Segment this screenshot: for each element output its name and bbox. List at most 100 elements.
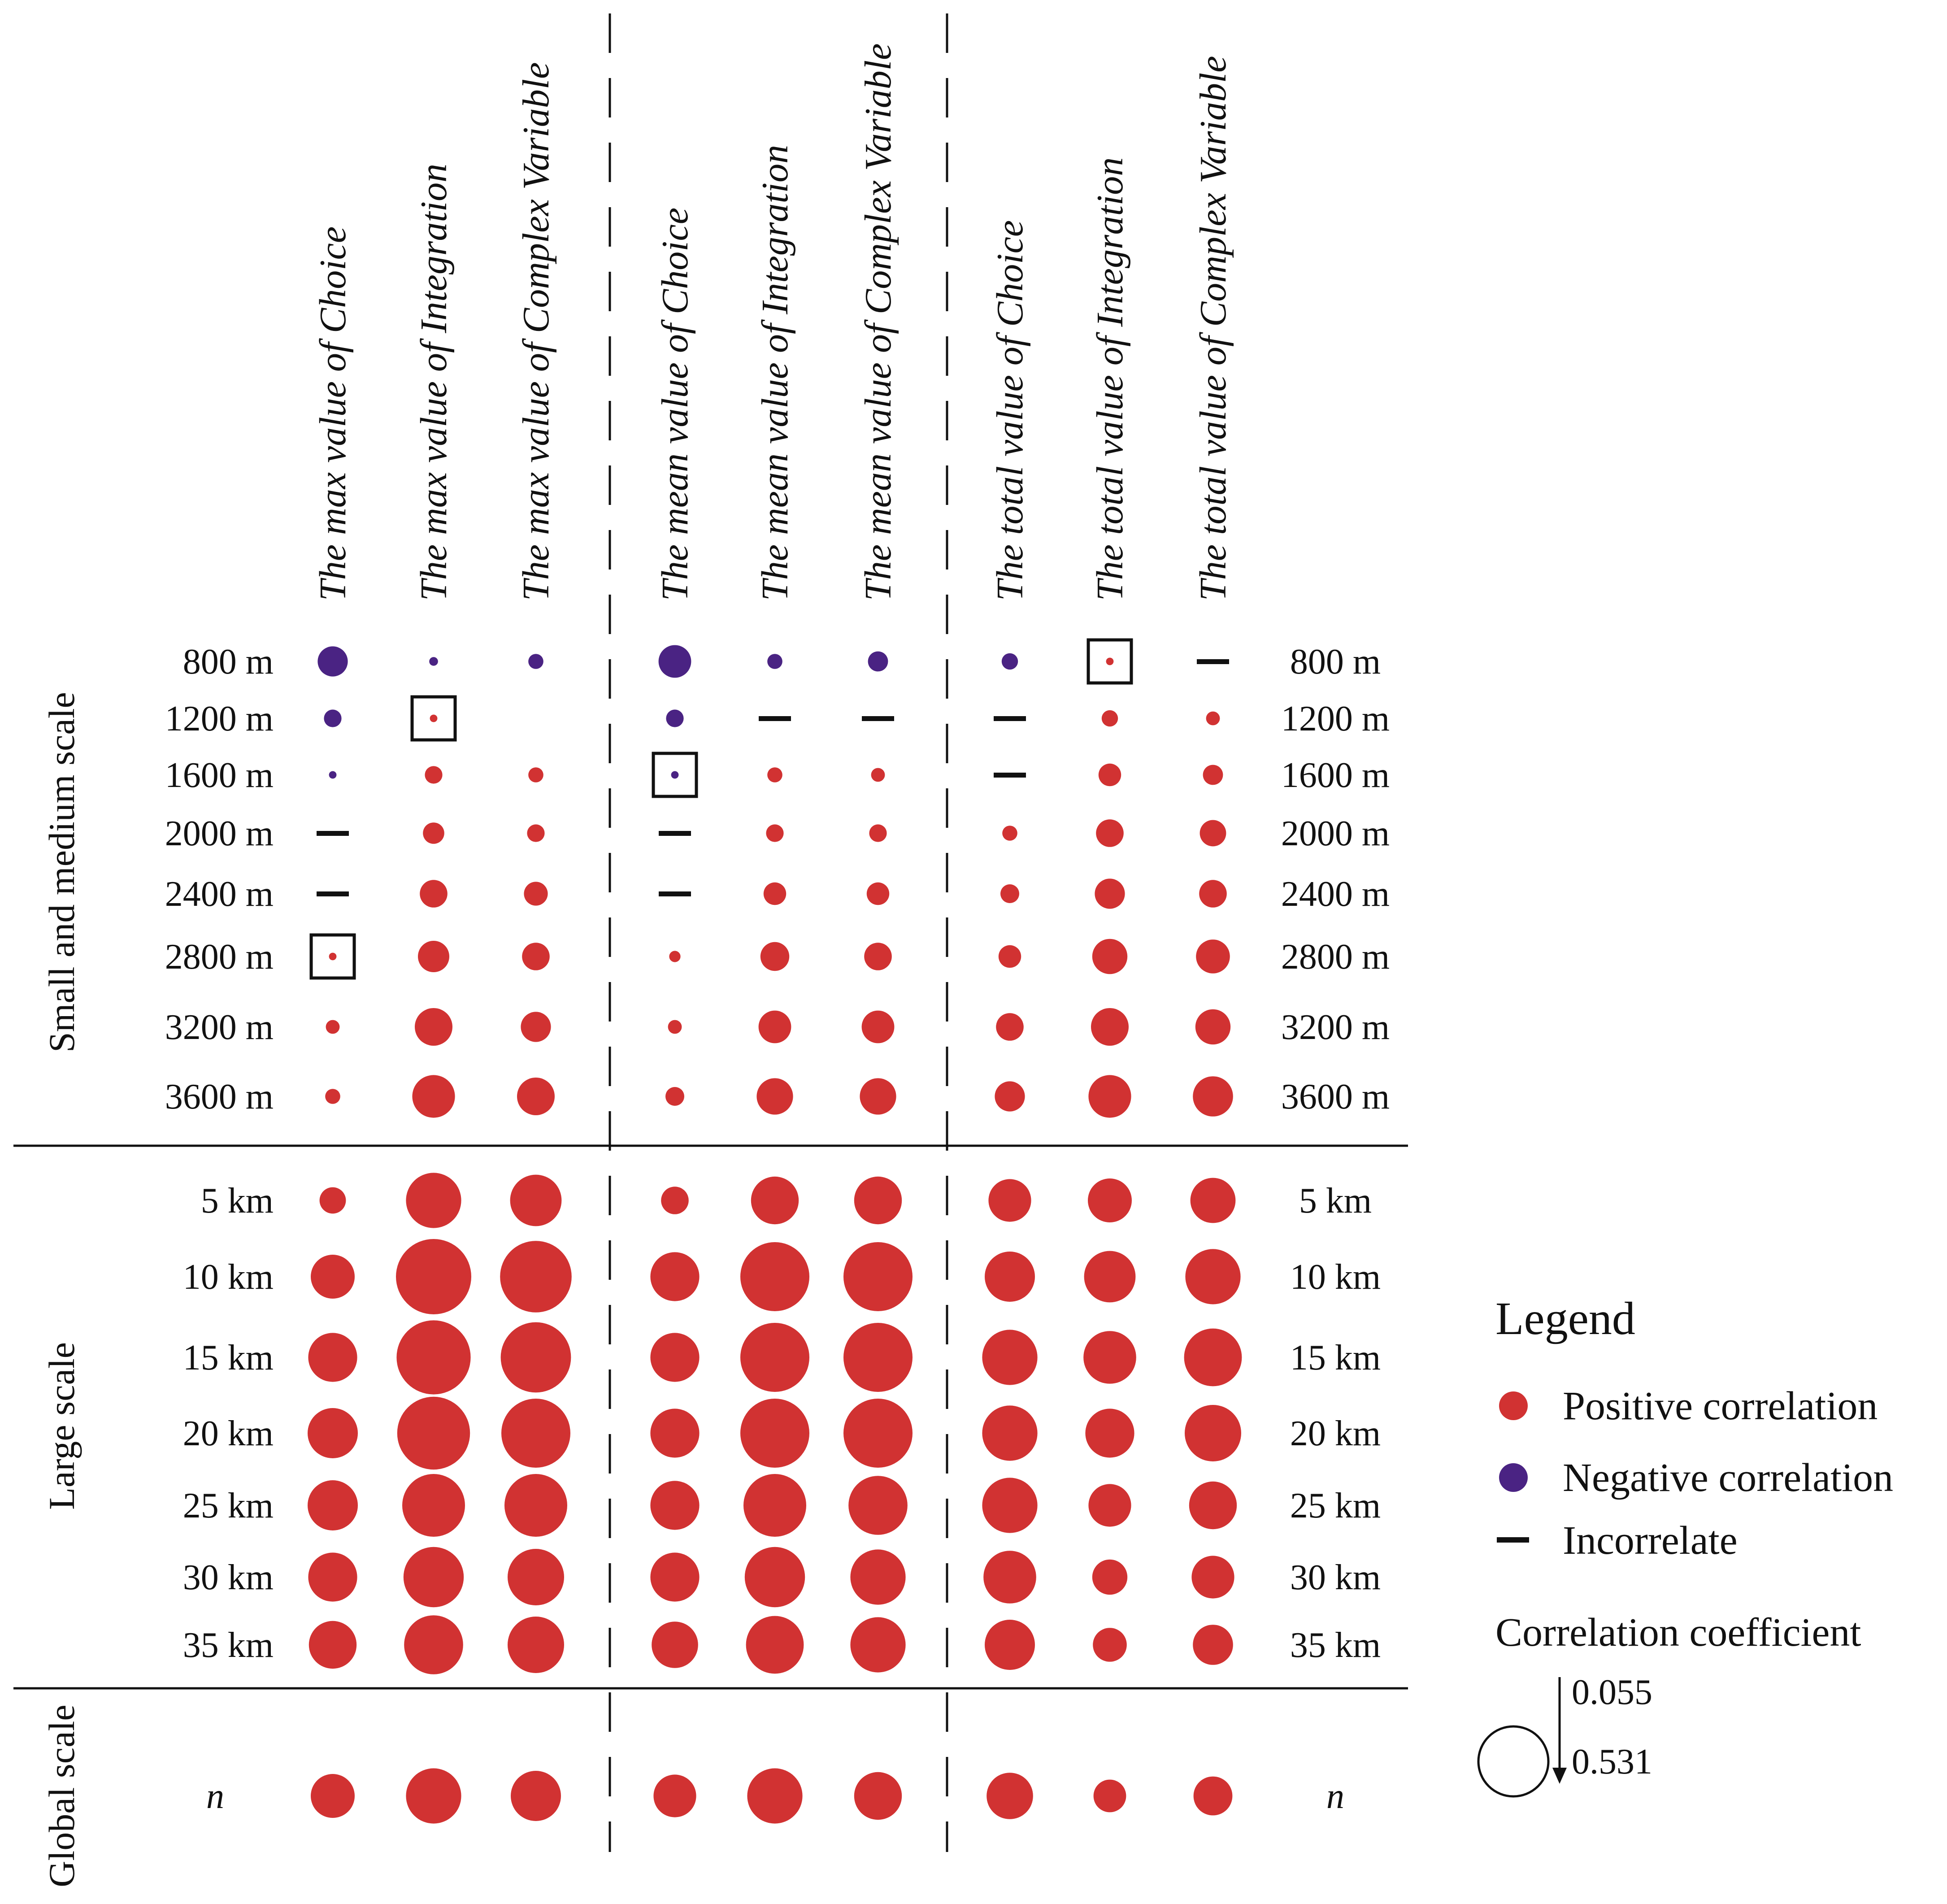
cell-30-km-col7-positive-bubble bbox=[983, 1551, 1036, 1604]
cell-10-km-col2-positive-bubble bbox=[396, 1239, 471, 1314]
cell-2000-m-col6-positive-bubble bbox=[869, 824, 887, 842]
cell-3600-m-col2-positive-bubble bbox=[412, 1075, 455, 1118]
cell-n-col8-positive-bubble bbox=[1093, 1779, 1126, 1813]
cell-35-km-col8-positive-bubble bbox=[1093, 1628, 1127, 1662]
row-label-right-15-km: 15 km bbox=[1290, 1338, 1381, 1378]
cell-1200-m-col7-incorrelate-dash bbox=[994, 716, 1026, 721]
cell-800-m-col4-negative-bubble bbox=[658, 645, 691, 678]
cell-30-km-col9-positive-bubble bbox=[1191, 1556, 1234, 1599]
cell-5-km-col3-positive-bubble bbox=[510, 1174, 562, 1226]
cell-30-km-col8-positive-bubble bbox=[1092, 1559, 1128, 1595]
row-label-right-20-km: 20 km bbox=[1290, 1414, 1381, 1453]
cell-10-km-col5-positive-bubble bbox=[740, 1242, 809, 1311]
cell-3600-m-col7-positive-bubble bbox=[995, 1081, 1025, 1112]
legend-incorrelate-label: Incorrelate bbox=[1563, 1518, 1738, 1563]
row-label-right-n: n bbox=[1326, 1777, 1344, 1816]
cell-5-km-col4-positive-bubble bbox=[661, 1187, 689, 1214]
legend-coef-title: Correlation coefficient bbox=[1495, 1610, 1861, 1655]
column-header-3: The max value of Complex Variable bbox=[515, 62, 557, 601]
row-label-left-5-km: 5 km bbox=[201, 1181, 274, 1221]
cell-30-km-col4-positive-bubble bbox=[650, 1552, 700, 1602]
row-label-left-25-km: 25 km bbox=[183, 1486, 274, 1526]
cell-30-km-col6-positive-bubble bbox=[850, 1549, 906, 1605]
cell-2400-m-col7-positive-bubble bbox=[1000, 884, 1019, 903]
cell-15-km-col4-positive-bubble bbox=[650, 1333, 700, 1382]
cell-800-m-col8-highlight-box bbox=[1086, 638, 1133, 685]
cell-20-km-col3-positive-bubble bbox=[501, 1399, 570, 1468]
cell-3600-m-col3-positive-bubble bbox=[517, 1078, 555, 1115]
cell-15-km-col9-positive-bubble bbox=[1184, 1328, 1242, 1387]
column-header-7: The total value of Choice bbox=[989, 220, 1031, 601]
cell-1600-m-col4-negative-bubble bbox=[671, 771, 679, 779]
cell-2000-m-col7-positive-bubble bbox=[1002, 826, 1017, 841]
cell-30-km-col1-positive-bubble bbox=[308, 1552, 357, 1602]
cell-20-km-col5-positive-bubble bbox=[740, 1399, 809, 1468]
cell-25-km-col7-positive-bubble bbox=[982, 1478, 1038, 1533]
row-label-left-2000-m: 2000 m bbox=[165, 814, 274, 853]
group-label-global-scale: Global scale bbox=[41, 1704, 82, 1887]
column-header-6: The mean value of Complex Variable bbox=[857, 43, 899, 601]
cell-10-km-col8-positive-bubble bbox=[1084, 1251, 1136, 1303]
cell-1200-m-col2-positive-bubble bbox=[430, 714, 438, 722]
cell-35-km-col6-positive-bubble bbox=[850, 1617, 906, 1673]
cell-3200-m-col4-positive-bubble bbox=[668, 1020, 682, 1034]
cell-10-km-col9-positive-bubble bbox=[1185, 1249, 1241, 1304]
column-header-1: The max value of Choice bbox=[312, 226, 354, 601]
cell-35-km-col2-positive-bubble bbox=[404, 1615, 463, 1674]
row-label-right-800-m: 800 m bbox=[1290, 642, 1381, 682]
row-label-left-10-km: 10 km bbox=[183, 1257, 274, 1297]
cell-3200-m-col2-positive-bubble bbox=[415, 1008, 452, 1046]
row-label-left-15-km: 15 km bbox=[183, 1338, 274, 1378]
cell-20-km-col6-positive-bubble bbox=[843, 1399, 913, 1468]
row-label-left-35-km: 35 km bbox=[183, 1626, 274, 1665]
cell-1200-m-col1-negative-bubble bbox=[324, 709, 342, 727]
column-header-5: The mean value of Integration bbox=[754, 145, 796, 601]
cell-10-km-col1-positive-bubble bbox=[311, 1255, 355, 1299]
legend-coef-circle bbox=[1477, 1725, 1550, 1798]
cell-2400-m-col8-positive-bubble bbox=[1095, 878, 1125, 909]
row-label-left-3600-m: 3600 m bbox=[165, 1077, 274, 1117]
legend-negative-label: Negative correlation bbox=[1563, 1456, 1893, 1500]
row-label-right-2400-m: 2400 m bbox=[1281, 874, 1390, 914]
cell-3600-m-col6-positive-bubble bbox=[860, 1078, 896, 1115]
legend-incorrelate-marker bbox=[1497, 1537, 1529, 1543]
cell-1200-m-col6-incorrelate-dash bbox=[862, 716, 894, 721]
row-label-right-1200-m: 1200 m bbox=[1281, 699, 1390, 739]
cell-3600-m-col5-positive-bubble bbox=[756, 1078, 793, 1115]
cell-800-m-col3-negative-bubble bbox=[528, 654, 543, 669]
cell-1600-m-col8-positive-bubble bbox=[1098, 763, 1121, 787]
legend-coef-min: 0.055 bbox=[1572, 1673, 1652, 1712]
cell-2400-m-col1-incorrelate-dash bbox=[317, 891, 349, 896]
cell-3600-m-col4-positive-bubble bbox=[665, 1087, 684, 1106]
cell-1200-m-col9-positive-bubble bbox=[1206, 711, 1220, 726]
cell-25-km-col5-positive-bubble bbox=[743, 1474, 806, 1537]
cell-2800-m-col8-positive-bubble bbox=[1092, 939, 1128, 974]
row-label-right-1600-m: 1600 m bbox=[1281, 756, 1390, 795]
cell-5-km-col2-positive-bubble bbox=[406, 1173, 461, 1228]
row-label-left-2800-m: 2800 m bbox=[165, 937, 274, 977]
cell-15-km-col8-positive-bubble bbox=[1083, 1331, 1136, 1384]
cell-30-km-col5-positive-bubble bbox=[744, 1547, 805, 1608]
row-label-left-3200-m: 3200 m bbox=[165, 1008, 274, 1047]
cell-2000-m-col9-positive-bubble bbox=[1199, 820, 1226, 847]
cell-35-km-col4-positive-bubble bbox=[652, 1621, 698, 1668]
row-label-right-10-km: 10 km bbox=[1290, 1257, 1381, 1297]
cell-n-col5-positive-bubble bbox=[747, 1768, 803, 1824]
cell-n-col4-positive-bubble bbox=[653, 1774, 696, 1817]
cell-n-col6-positive-bubble bbox=[854, 1772, 902, 1820]
cell-2000-m-col2-positive-bubble bbox=[423, 822, 444, 844]
cell-1600-m-col3-positive-bubble bbox=[528, 767, 543, 782]
cell-3200-m-col5-positive-bubble bbox=[758, 1010, 791, 1043]
cell-30-km-col3-positive-bubble bbox=[508, 1549, 564, 1605]
cell-1600-m-col1-negative-bubble bbox=[329, 771, 337, 779]
legend-positive-label: Positive correlation bbox=[1563, 1384, 1877, 1428]
cell-2000-m-col5-positive-bubble bbox=[766, 824, 784, 842]
cell-2400-m-col3-positive-bubble bbox=[524, 882, 548, 906]
cell-5-km-col1-positive-bubble bbox=[319, 1187, 346, 1214]
cell-3600-m-col1-positive-bubble bbox=[325, 1089, 340, 1104]
cell-15-km-col2-positive-bubble bbox=[396, 1320, 471, 1395]
cell-2800-m-col1-positive-bubble bbox=[329, 952, 337, 961]
cell-15-km-col5-positive-bubble bbox=[740, 1323, 809, 1392]
row-label-left-30-km: 30 km bbox=[183, 1558, 274, 1597]
